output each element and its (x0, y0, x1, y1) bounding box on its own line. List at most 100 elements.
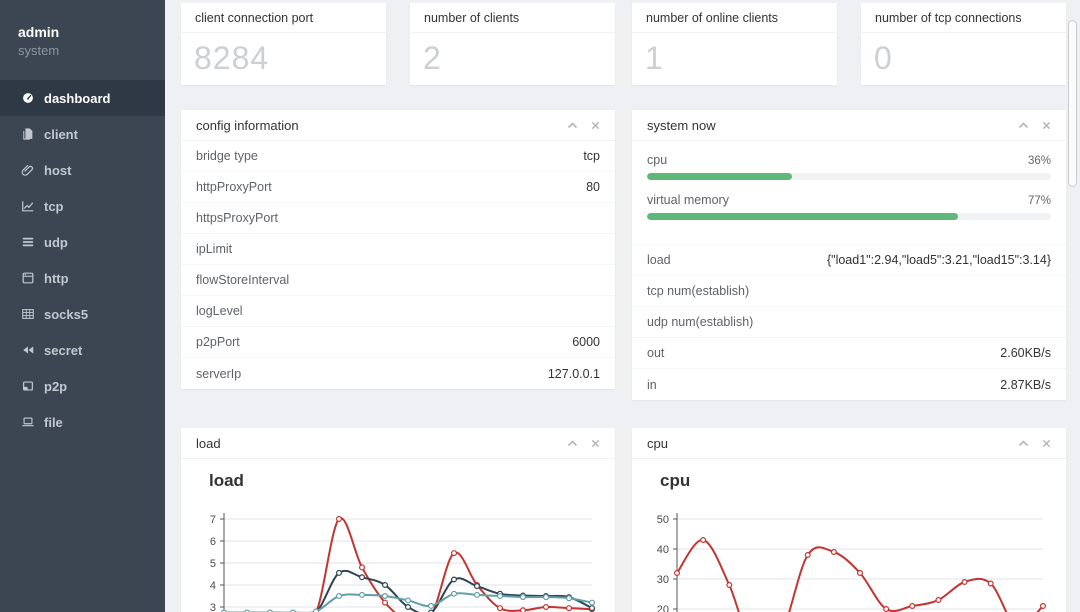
close-icon[interactable] (591, 121, 600, 130)
sidebar-item-p2p[interactable]: p2p (0, 368, 165, 404)
sidebar-item-socks5[interactable]: socks5 (0, 296, 165, 332)
config-value: 6000 (572, 335, 600, 349)
sidebar-item-file[interactable]: file (0, 404, 165, 440)
panel-tools (1018, 439, 1051, 448)
config-row: httpProxyPort 80 (181, 172, 615, 203)
window-icon (22, 272, 34, 284)
config-row: logLevel (181, 296, 615, 327)
config-row: httpsProxyPort (181, 203, 615, 234)
collapse-icon[interactable] (567, 121, 578, 130)
scrollbar-thumb[interactable] (1068, 20, 1077, 187)
config-key: bridge type (196, 149, 258, 163)
system-now-panel: system now cpu 36% (632, 110, 1066, 400)
gauge-label: virtual memory (647, 193, 729, 207)
sidebar-item-tcp[interactable]: tcp (0, 188, 165, 224)
collapse-icon[interactable] (567, 439, 578, 448)
system-row: udp num(establish) (632, 307, 1066, 338)
close-icon[interactable] (591, 439, 600, 448)
config-key: httpProxyPort (196, 180, 272, 194)
list-icon (22, 237, 34, 247)
system-key: tcp num(establish) (647, 284, 750, 298)
square-window-icon (23, 381, 33, 391)
load-chart-panel: load load 234567 (181, 428, 615, 612)
panel-header: load (181, 428, 615, 459)
config-row: flowStoreInterval (181, 265, 615, 296)
sidebar-item-dashboard[interactable]: dashboard (0, 80, 165, 116)
collapse-icon[interactable] (1018, 439, 1029, 448)
gauge-percent: 77% (1027, 195, 1051, 207)
stat-cards-right: number of online clients 1 number of tcp… (632, 3, 1066, 85)
table-icon (22, 309, 34, 319)
paperclip-icon (21, 165, 34, 176)
sidebar-item-label: tcp (44, 198, 64, 214)
stat-cards-left: client connection port 8284 number of cl… (181, 3, 615, 85)
progress-bar-track (647, 173, 1051, 180)
sidebar-item-label: host (44, 162, 72, 178)
progress-bar-track (647, 213, 1051, 220)
svg-text:4: 4 (210, 580, 216, 592)
system-key: in (647, 377, 657, 392)
svg-text:50: 50 (657, 514, 669, 526)
panel-title: config information (196, 117, 299, 133)
svg-text:7: 7 (210, 514, 216, 526)
stat-card-number-of-online-clients: number of online clients 1 (632, 3, 837, 85)
sidebar-item-udp[interactable]: udp (0, 224, 165, 260)
cpu-line-chart[interactable]: 01020304050 (647, 505, 1051, 612)
stat-card-client-connection-port: client connection port 8284 (181, 3, 386, 85)
sidebar-item-label: dashboard (44, 90, 111, 106)
sidebar-item-secret[interactable]: secret (0, 332, 165, 368)
panel-header: system now (632, 110, 1066, 141)
config-key: ipLimit (196, 242, 233, 256)
sidebar-item-client[interactable]: client (0, 116, 165, 152)
stat-card-number-of-tcp-connections: number of tcp connections 0 (861, 3, 1066, 85)
system-key: out (647, 346, 665, 360)
user-name: admin (18, 24, 60, 40)
close-icon[interactable] (1042, 439, 1051, 448)
sidebar-item-label: secret (44, 342, 83, 358)
config-value: 127.0.0.1 (547, 366, 600, 381)
system-key: load (647, 253, 671, 267)
system-row: load {"load1":2.94,"load5":3.21,"load15"… (632, 245, 1066, 276)
panel-title: system now (647, 117, 716, 133)
progress-bar-fill (647, 173, 793, 180)
system-key: udp num(establish) (647, 315, 754, 329)
rewind-icon (23, 346, 34, 354)
panel-tools (567, 439, 600, 448)
system-row: tcp num(establish) (632, 276, 1066, 307)
config-value: tcp (583, 149, 600, 163)
sidebar-item-label: file (44, 414, 63, 430)
system-gauges: cpu 36% virtual memory 77% (632, 141, 1066, 245)
collapse-icon[interactable] (1018, 121, 1029, 130)
cpu-gauge: cpu 36% (647, 153, 1051, 180)
svg-text:40: 40 (657, 544, 669, 556)
gauge-percent: 36% (1027, 155, 1051, 167)
user-block: admin system (0, 0, 165, 58)
main-content: client connection port 8284 number of cl… (181, 0, 1066, 612)
config-row: p2pPort 6000 (181, 327, 615, 358)
svg-text:6: 6 (210, 536, 216, 548)
panel-title: cpu (647, 435, 668, 451)
config-key: flowStoreInterval (196, 273, 290, 287)
sidebar-item-http[interactable]: http (0, 260, 165, 296)
stat-card-number-of-clients: number of clients 2 (410, 3, 615, 85)
chart-line-icon (22, 201, 34, 212)
system-row: in 2.87KB/s (632, 369, 1066, 400)
close-icon[interactable] (1042, 121, 1051, 130)
sidebar-item-label: udp (44, 234, 68, 250)
user-role: system (18, 43, 60, 58)
stat-card-value: 2 (423, 40, 442, 76)
stat-card-value: 8284 (194, 40, 270, 76)
chart-body: cpu 01020304050 (632, 459, 1066, 612)
panel-tools (1018, 121, 1051, 130)
svg-text:30: 30 (657, 574, 669, 586)
stat-card-value: 0 (874, 40, 893, 76)
stat-card-title: client connection port (181, 3, 386, 33)
sidebar-item-host[interactable]: host (0, 152, 165, 188)
stat-card-title: number of clients (410, 3, 615, 33)
config-row: bridge type tcp (181, 141, 615, 172)
svg-text:3: 3 (210, 602, 216, 612)
panel-header: cpu (632, 428, 1066, 459)
load-line-chart[interactable]: 234567 (196, 505, 600, 612)
sidebar-item-label: http (44, 270, 69, 286)
sidebar: admin system dashboard client host (0, 0, 165, 612)
